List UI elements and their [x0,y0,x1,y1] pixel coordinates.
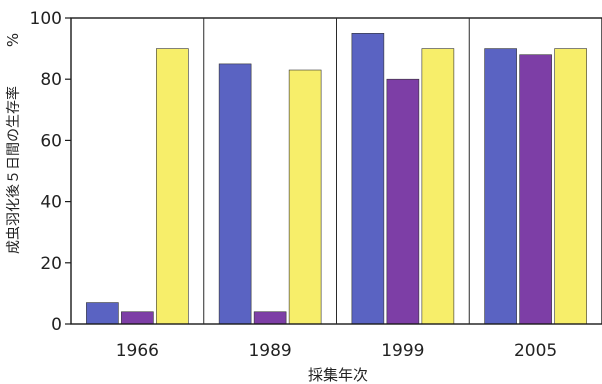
bar-1966-s1 [86,302,119,325]
x-axis-title: 採集年次 [308,366,368,384]
bars-layer [86,32,587,325]
y-axis-unit: % [4,33,22,47]
bar-1966-s3 [156,48,189,325]
bar-1999-s2 [386,78,420,325]
x-tick-label: 1966 [116,341,159,361]
bar-2005-s2 [519,54,552,325]
y-tick-label: 40 [40,193,62,213]
y-axis-ticks: 0 20 40 60 80 100 [30,9,71,335]
y-tick-label: 0 [51,315,62,335]
bar-1989-s2 [253,311,287,325]
y-tick-label: 60 [40,131,62,151]
bar-1989-s3 [288,69,322,325]
x-axis-tick-labels: 1966 1989 1999 2005 [116,341,558,361]
bar-1989-s1 [218,63,252,325]
bar-1999-s3 [421,48,455,325]
y-tick-label: 100 [30,9,62,29]
bar-1966-s2 [121,311,154,325]
bar-2005-s3 [554,48,587,325]
y-tick-label: 80 [40,70,62,90]
x-tick-label: 1989 [248,341,291,361]
x-tick-label: 2005 [514,341,557,361]
y-tick-label: 20 [40,254,62,274]
bar-2005-s1 [484,48,517,325]
bar-1999-s1 [351,32,385,325]
y-axis-title: 成虫羽化後５日間の生存率 [5,86,22,254]
x-tick-label: 1999 [381,341,424,361]
plot-frame [70,17,602,325]
